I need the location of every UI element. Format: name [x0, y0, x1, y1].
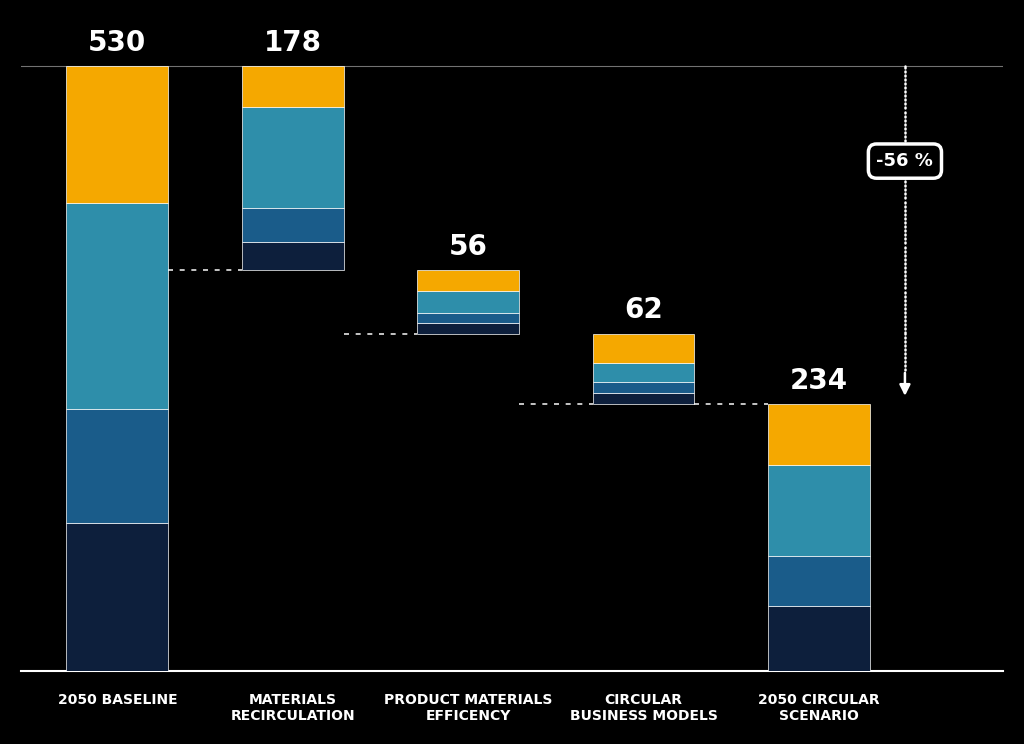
Bar [67, 66, 168, 203]
Bar [768, 556, 869, 606]
Bar [593, 333, 694, 363]
Text: 234: 234 [790, 368, 848, 395]
Bar [242, 208, 344, 243]
Text: 56: 56 [449, 233, 487, 260]
Bar [768, 465, 869, 556]
Text: 62: 62 [625, 296, 663, 324]
Bar [593, 363, 694, 382]
Bar [242, 243, 344, 269]
Bar [67, 409, 168, 523]
Bar [417, 324, 519, 333]
Bar [67, 523, 168, 671]
Bar [242, 66, 344, 106]
Bar [242, 106, 344, 208]
Bar [67, 203, 168, 409]
Bar [417, 269, 519, 292]
Bar [417, 292, 519, 313]
Bar [768, 606, 869, 671]
Bar [593, 393, 694, 404]
Bar [417, 313, 519, 324]
Text: 178: 178 [264, 29, 322, 57]
Bar [593, 382, 694, 393]
Text: 530: 530 [88, 29, 146, 57]
Text: -56 %: -56 % [877, 152, 933, 170]
Bar [768, 404, 869, 465]
